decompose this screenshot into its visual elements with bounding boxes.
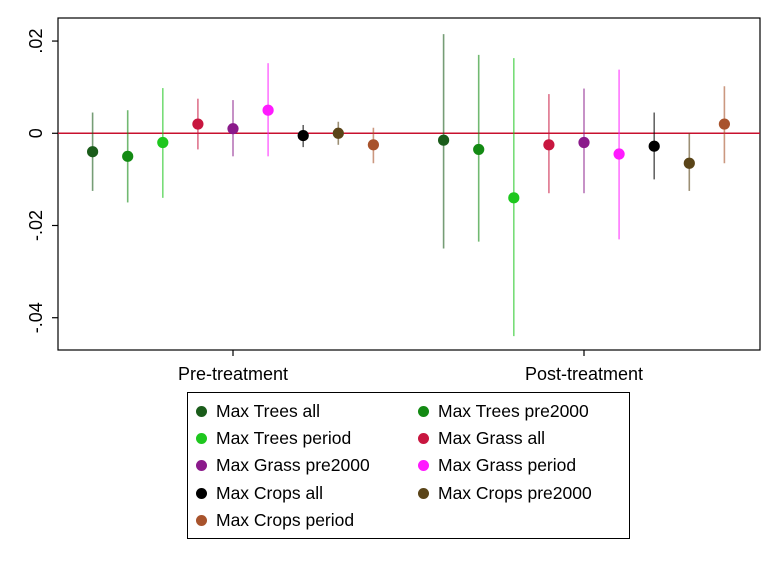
y-tick-label: -.02 bbox=[26, 210, 46, 241]
legend-label: Max Crops period bbox=[216, 510, 355, 531]
plot-frame bbox=[57, 17, 761, 351]
point-estimate bbox=[122, 150, 134, 162]
point-estimate bbox=[473, 143, 485, 156]
legend-marker bbox=[418, 405, 429, 417]
point-estimate bbox=[508, 192, 520, 204]
y-tick-label: -.04 bbox=[26, 302, 46, 333]
legend-label: Max Trees all bbox=[216, 400, 321, 421]
point-estimate bbox=[367, 139, 379, 151]
legend-label: Max Crops all bbox=[216, 482, 323, 503]
legend-marker bbox=[418, 487, 429, 499]
legend-entry: Max Crops all bbox=[188, 482, 418, 504]
legend-entry: Max Crops period bbox=[188, 510, 418, 532]
y-tick-label: 0 bbox=[26, 128, 46, 138]
legend-entry: Max Trees pre2000 bbox=[418, 400, 628, 422]
chart-legend: Max Trees all Max Trees pre2000 Max Trees … bbox=[187, 392, 630, 539]
point-estimate bbox=[613, 148, 625, 160]
legend-marker bbox=[196, 487, 207, 499]
point-estimate bbox=[297, 129, 309, 142]
legend-label: Max Grass pre2000 bbox=[216, 455, 370, 476]
legend-marker bbox=[196, 432, 207, 444]
point-estimate bbox=[438, 134, 450, 146]
point-estimate bbox=[683, 157, 695, 169]
legend-entry: Max Grass pre2000 bbox=[188, 455, 418, 477]
legend-entry: Max Trees period bbox=[188, 427, 418, 449]
legend-grid: Max Trees all Max Trees pre2000 Max Trees … bbox=[188, 400, 629, 532]
legend-label: Max Crops pre2000 bbox=[438, 482, 592, 503]
point-estimate bbox=[262, 104, 274, 116]
point-estimate bbox=[718, 118, 731, 130]
legend-entry: Max Grass period bbox=[418, 455, 628, 477]
point-estimate bbox=[157, 136, 169, 149]
point-estimate bbox=[87, 146, 99, 158]
legend-marker bbox=[418, 432, 429, 444]
legend-marker bbox=[196, 405, 207, 417]
legend-label: Max Grass period bbox=[438, 455, 577, 476]
legend-marker bbox=[196, 515, 207, 527]
legend-entry: Max Grass all bbox=[418, 427, 628, 449]
point-estimate bbox=[543, 139, 555, 151]
legend-entry: Max Trees all bbox=[188, 400, 418, 422]
plot-area: .02 0 -.02 -.04 Pre-treatment Post-treatment bbox=[26, 17, 761, 384]
legend-label: Max Trees period bbox=[216, 427, 352, 448]
y-tick-label: .02 bbox=[26, 29, 46, 54]
x-category-label: Post-treatment bbox=[525, 364, 643, 384]
point-estimate bbox=[578, 136, 590, 149]
legend-marker bbox=[196, 460, 207, 472]
point-estimate bbox=[192, 118, 204, 130]
x-category-label: Pre-treatment bbox=[178, 364, 288, 384]
legend-entry: Max Crops pre2000 bbox=[418, 482, 628, 504]
legend-label: Max Trees pre2000 bbox=[438, 400, 589, 421]
point-estimate bbox=[227, 123, 239, 135]
legend-marker bbox=[418, 460, 429, 472]
legend-label: Max Grass all bbox=[438, 427, 545, 448]
point-estimate bbox=[648, 140, 660, 152]
point-estimate bbox=[332, 127, 344, 139]
